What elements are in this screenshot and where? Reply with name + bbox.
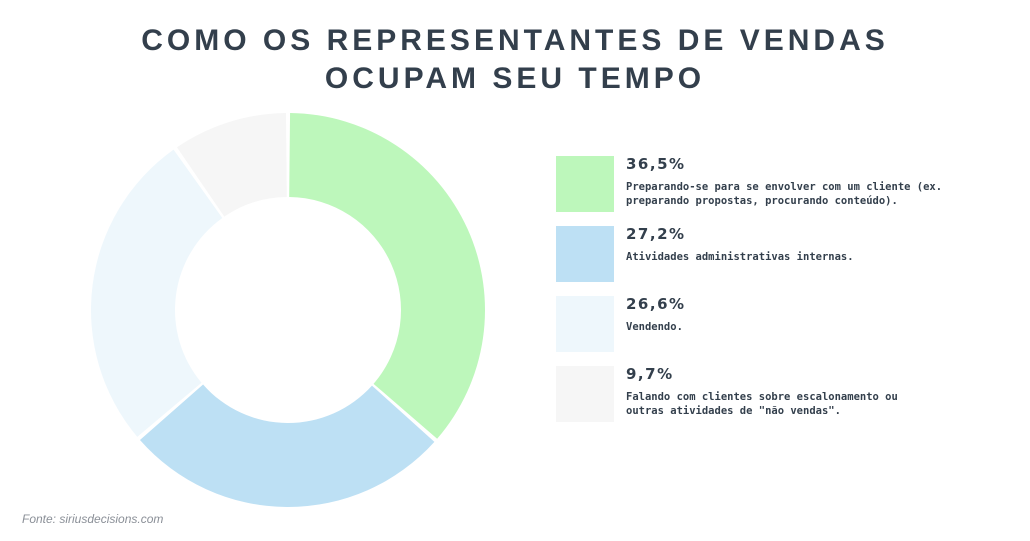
legend-value: 27,2% bbox=[626, 225, 686, 243]
legend-swatch bbox=[556, 296, 614, 352]
legend-value: 26,6% bbox=[626, 295, 686, 313]
legend-item: 9,7% Falando com clientes sobre escalona… bbox=[556, 362, 996, 432]
donut-slice bbox=[91, 149, 223, 437]
donut-slice bbox=[139, 384, 435, 507]
donut-slice bbox=[289, 113, 485, 439]
legend-value: 36,5% bbox=[626, 155, 686, 173]
chart-title-line-1: COMO OS REPRESENTANTES DE VENDAS bbox=[141, 24, 889, 57]
chart-title: COMO OS REPRESENTANTES DE VENDAS OCUPAM … bbox=[0, 22, 1030, 98]
legend: 36,5% Preparando-se para se envolver com… bbox=[556, 152, 996, 432]
source-note: Fonte: siriusdecisions.com bbox=[22, 512, 164, 526]
legend-swatch bbox=[556, 366, 614, 422]
chart-title-line-2: OCUPAM SEU TEMPO bbox=[324, 62, 706, 95]
donut-slice bbox=[176, 113, 287, 217]
legend-label: Preparando-se para se envolver com um cl… bbox=[626, 181, 943, 207]
legend-value: 9,7% bbox=[626, 365, 674, 383]
legend-item: 27,2% Atividades administrativas interna… bbox=[556, 222, 996, 292]
legend-label: Vendendo. bbox=[626, 321, 683, 333]
legend-label: Atividades administrativas internas. bbox=[626, 251, 854, 263]
legend-swatch bbox=[556, 156, 614, 212]
legend-item: 26,6% Vendendo. bbox=[556, 292, 996, 362]
legend-item: 36,5% Preparando-se para se envolver com… bbox=[556, 152, 996, 222]
legend-swatch bbox=[556, 226, 614, 282]
legend-label: Falando com clientes sobre escalonamento… bbox=[626, 391, 898, 417]
